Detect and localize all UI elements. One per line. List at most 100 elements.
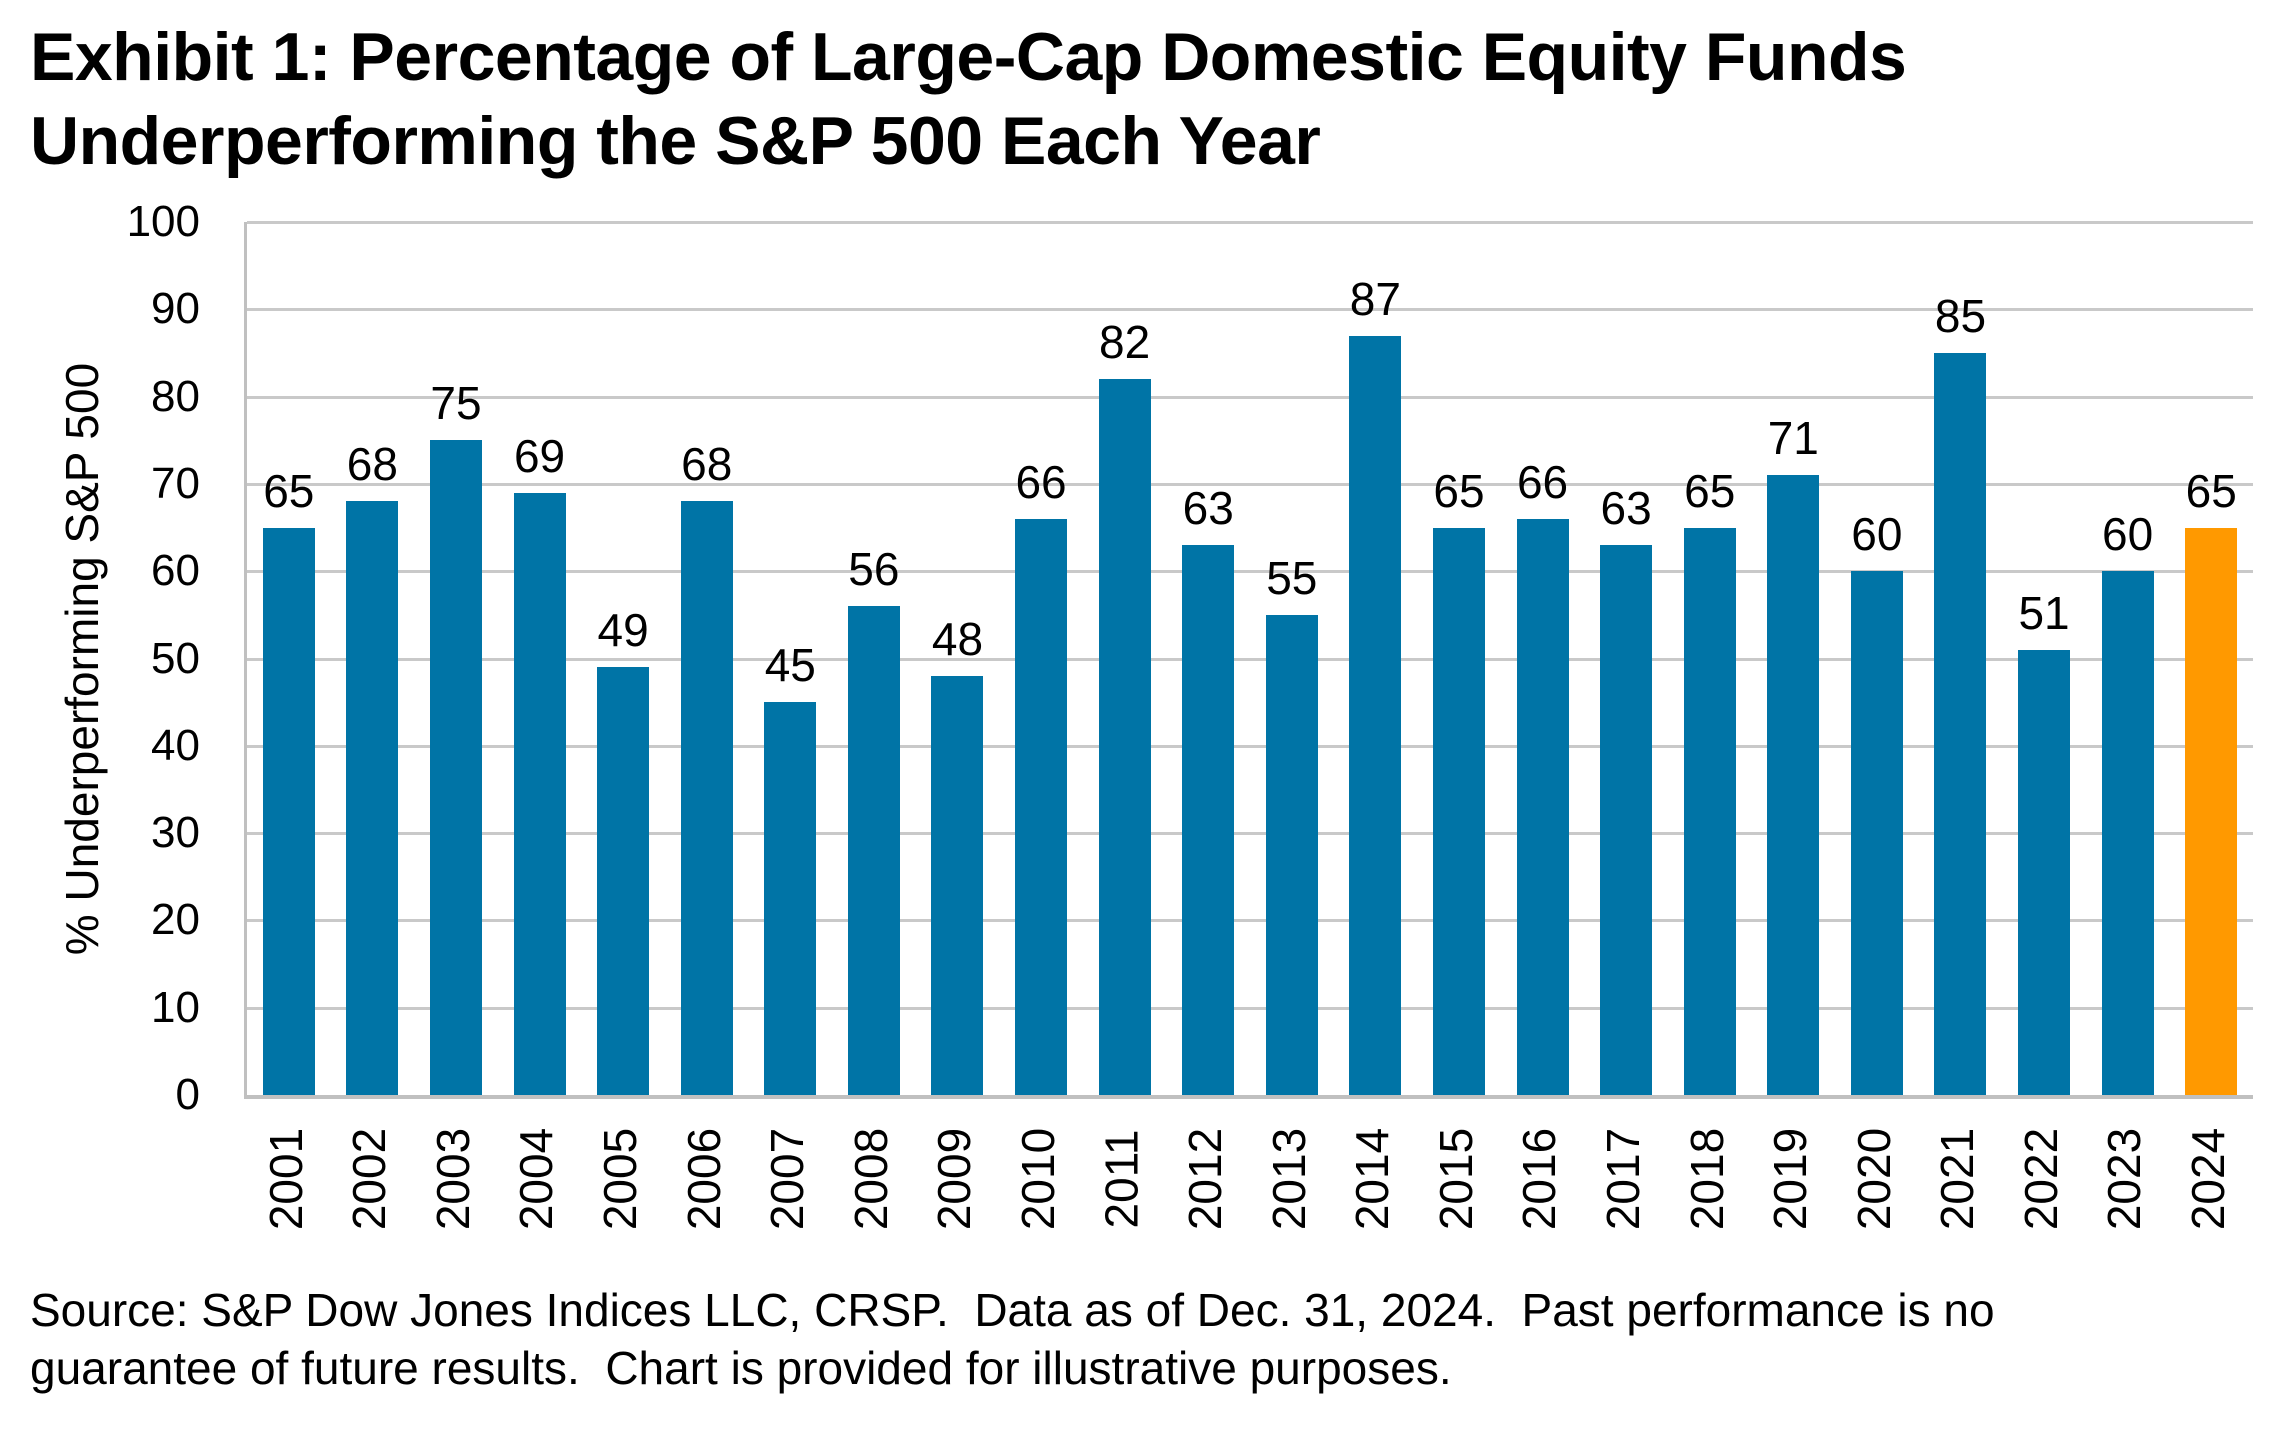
- value-label: 82: [1099, 316, 1151, 369]
- y-tick-label: 100: [126, 197, 200, 246]
- bar-2006: [680, 501, 733, 1095]
- source-note: Source: S&P Dow Jones Indices LLC, CRSP.…: [30, 1284, 2008, 1394]
- y-tick-label: 60: [151, 546, 200, 596]
- plot-area: 65 68 75 69 49 68 45 56 48 66 82 63 55 87 65 66 63 65 71 60…: [244, 221, 2253, 1099]
- y-tick-label: 50: [151, 633, 200, 683]
- bar-2007: [764, 702, 817, 1095]
- bar-2015: [1432, 527, 1485, 1095]
- value-label: 60: [1851, 508, 1903, 561]
- value-label: 56: [848, 543, 900, 596]
- y-tick-label: 30: [151, 808, 200, 858]
- x-tick-label: 2004: [510, 1127, 563, 1231]
- bar-2014: [1349, 335, 1402, 1095]
- y-tick-label: 0: [175, 1070, 200, 1119]
- value-label: 65: [2185, 464, 2237, 517]
- gridline: [247, 570, 2253, 574]
- y-tick-label: 70: [151, 458, 200, 508]
- bar-2002: [346, 501, 399, 1095]
- x-tick-label: 2002: [343, 1127, 396, 1231]
- value-label: 69: [513, 429, 566, 482]
- x-tick-label: 2014: [1346, 1127, 1399, 1231]
- bar-2009: [931, 675, 984, 1095]
- value-label: 49: [597, 604, 649, 657]
- value-label: 55: [1266, 551, 1318, 604]
- value-label: 65: [1433, 464, 1485, 517]
- bar-2016: [1516, 518, 1569, 1095]
- bar-2020: [1850, 571, 1903, 1095]
- y-tick-label: 90: [151, 284, 200, 334]
- value-label: 65: [263, 464, 315, 517]
- value-label: 65: [1684, 464, 1736, 517]
- gridline: [247, 221, 2253, 224]
- bar-2012: [1182, 545, 1235, 1095]
- gridline: [247, 657, 2253, 661]
- x-tick-label: 2017: [1597, 1127, 1650, 1231]
- x-tick-label: 2007: [761, 1127, 814, 1231]
- bar-2018: [1683, 527, 1736, 1095]
- x-tick-label: 2018: [1680, 1127, 1733, 1231]
- gridline: [247, 744, 2253, 748]
- value-label: 66: [1516, 455, 1569, 508]
- gridline: [247, 308, 2253, 312]
- x-tick-label: 2010: [1012, 1127, 1065, 1231]
- value-label: 63: [1600, 482, 1652, 535]
- x-tick-label: 2024: [2182, 1127, 2235, 1231]
- bar-2019: [1767, 475, 1820, 1095]
- bar-2011: [1098, 379, 1151, 1095]
- value-label: 68: [346, 438, 398, 491]
- bar-2005: [597, 667, 650, 1095]
- gridline: [247, 395, 2253, 399]
- bar-2001: [262, 527, 315, 1095]
- bar-2021: [1934, 352, 1987, 1095]
- value-label: 48: [931, 612, 984, 665]
- bar-2008: [847, 606, 900, 1095]
- y-tick-label: 40: [151, 720, 200, 770]
- bar-chart: Exhibit 1: Percentage of Large-Cap Domes…: [0, 19, 2253, 1253]
- x-tick-label: 2023: [2098, 1127, 2151, 1231]
- bar-2003: [429, 440, 482, 1095]
- y-tick-label: 10: [151, 982, 200, 1032]
- bar-2004: [513, 492, 566, 1095]
- x-tick-label: 2011: [1095, 1129, 1148, 1229]
- x-tick-label: 2016: [1513, 1127, 1566, 1231]
- x-tick-label: 2020: [1847, 1127, 1900, 1231]
- value-label: 85: [1934, 289, 1987, 342]
- x-tick-label: 2013: [1262, 1127, 1315, 1231]
- y-tick-label: 20: [151, 895, 200, 945]
- value-label: 66: [1015, 455, 1067, 508]
- value-label: 87: [1349, 272, 1401, 325]
- bar-2017: [1600, 545, 1653, 1095]
- bar-2022: [2018, 649, 2071, 1095]
- value-label: 63: [1182, 482, 1234, 535]
- value-label: 68: [681, 438, 733, 491]
- x-axis-ticks: 2001 2002 2003 2004 2005 2006 2007 2008 2009 2010…: [244, 1113, 2250, 1253]
- bar-2010: [1015, 518, 1068, 1095]
- gridline: [247, 919, 2253, 923]
- value-label: 45: [764, 639, 816, 692]
- gridline: [247, 832, 2253, 836]
- y-tick-label: 80: [151, 371, 200, 421]
- gridline: [247, 482, 2253, 486]
- chart-title: Exhibit 1: Percentage of Large-Cap Domes…: [30, 19, 1907, 179]
- bar-2024: [2185, 527, 2238, 1095]
- bar-2023: [2101, 571, 2154, 1095]
- x-tick-label: 2005: [594, 1127, 647, 1231]
- value-label: 71: [1767, 412, 1819, 465]
- value-label: 60: [2102, 508, 2154, 561]
- x-tick-label: 2006: [677, 1127, 730, 1231]
- value-label: 75: [430, 377, 482, 430]
- x-tick-label: 2015: [1429, 1127, 1482, 1231]
- bar-2013: [1265, 614, 1318, 1095]
- x-tick-label: 2003: [426, 1127, 479, 1231]
- x-tick-label: 2021: [1931, 1127, 1984, 1231]
- x-tick-label: 2019: [1764, 1127, 1817, 1231]
- value-label: 51: [2018, 586, 2070, 639]
- x-tick-label: 2008: [844, 1127, 897, 1231]
- y-axis-ticks: 0 10 20 30 40 50 60 70 80 90 100: [0, 198, 200, 1119]
- x-tick-label: 2001: [259, 1127, 312, 1231]
- x-tick-label: 2022: [2015, 1127, 2068, 1231]
- gridline: [247, 1006, 2253, 1010]
- x-tick-label: 2012: [1179, 1127, 1232, 1231]
- x-tick-label: 2009: [928, 1127, 981, 1231]
